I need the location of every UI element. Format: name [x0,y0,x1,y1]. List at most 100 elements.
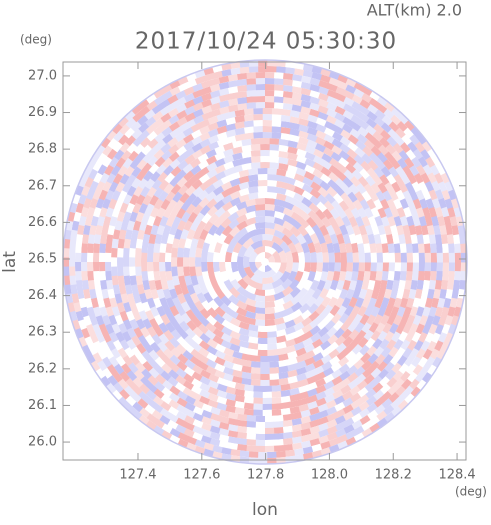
echo-cell [394,252,402,263]
echo-cell [271,278,284,289]
echo-cell [320,347,332,358]
echo-cell [257,186,268,193]
echo-cell [167,406,179,417]
echo-cell [197,152,209,163]
echo-cell [207,115,219,125]
echo-cell [275,329,287,338]
echo-cell [429,348,440,360]
echo-cell [177,123,189,134]
echo-cell [363,271,371,282]
echo-cell [227,442,238,450]
echo-cell [90,297,99,309]
echo-cell [334,402,346,412]
echo-cell [85,352,96,364]
echo-cell [418,332,428,344]
echo-cell [192,186,204,198]
echo-cell [365,388,377,400]
echo-cell [384,331,395,343]
echo-cell [389,354,401,366]
echo-cell [267,168,278,175]
echo-cell [428,279,436,291]
echo-cell [315,123,327,133]
echo-cell [412,198,422,210]
echo-cell [147,155,159,167]
echo-cell [353,359,365,370]
echo-cell [317,111,329,121]
echo-cell [340,252,348,263]
echo-cell [259,355,270,363]
echo-cell [252,397,263,404]
echo-cell [255,90,266,97]
echo-cell [169,336,180,348]
echo-cell [294,270,304,283]
echo-cell [445,289,453,300]
echo-cell [264,433,275,441]
echo-cell [257,337,268,345]
echo-cell [177,432,189,442]
echo-cell [366,198,377,210]
echo-cell [129,275,137,286]
echo-cell [161,423,173,434]
echo-cell [412,314,422,326]
echo-cell [335,342,347,354]
echo-cell [282,201,295,211]
echo-cell [292,321,305,332]
echo-cell [373,314,383,326]
echo-cell [95,180,106,192]
echo-cell [295,167,307,177]
echo-cell [205,365,217,376]
echo-cell [104,261,112,272]
echo-cell [334,185,346,197]
echo-cell [348,296,358,309]
echo-cell [322,367,334,378]
echo-cell [329,157,341,169]
echo-cell [200,416,212,425]
echo-cell [331,382,343,393]
echo-cell [395,189,406,202]
echo-cell [414,173,424,185]
echo-cell [367,233,376,245]
echo-cell [282,300,294,311]
echo-cell [264,288,276,297]
echo-cell [306,381,318,391]
echo-cell [154,233,163,245]
echo-cell [395,323,406,335]
echo-cell [297,251,306,263]
echo-cell [148,317,159,329]
echo-cell [414,225,423,236]
echo-cell [245,217,257,226]
echo-cell [197,323,209,335]
echo-cell [147,270,155,281]
echo-cell [236,419,248,427]
echo-cell [358,112,370,124]
echo-cell [161,126,173,137]
plot-frame [62,61,467,461]
echo-cell [168,288,178,300]
echo-cell [338,363,350,375]
echo-cell [207,241,217,253]
echo-cell [310,251,318,263]
echo-cell [206,155,218,165]
echo-cell [298,303,311,315]
echo-cell [192,326,204,338]
echo-cell [89,314,99,326]
echo-cell [320,296,332,308]
echo-cell [254,215,266,223]
echo-cell [342,116,354,127]
echo-cell [257,180,268,187]
echo-cell [253,120,264,127]
echo-cell [165,190,176,203]
echo-cell [107,148,118,160]
echo-cell [361,190,372,203]
echo-cell [379,174,390,186]
echo-cell [454,262,462,272]
echo-cell [153,325,164,337]
echo-cell [396,306,406,318]
echo-cell [422,164,433,176]
echo-cell [422,234,430,245]
echo-cell [119,202,129,214]
echo-cell [199,375,211,386]
echo-cell [289,381,300,390]
echo-cell [140,261,148,272]
echo-cell [126,327,137,339]
